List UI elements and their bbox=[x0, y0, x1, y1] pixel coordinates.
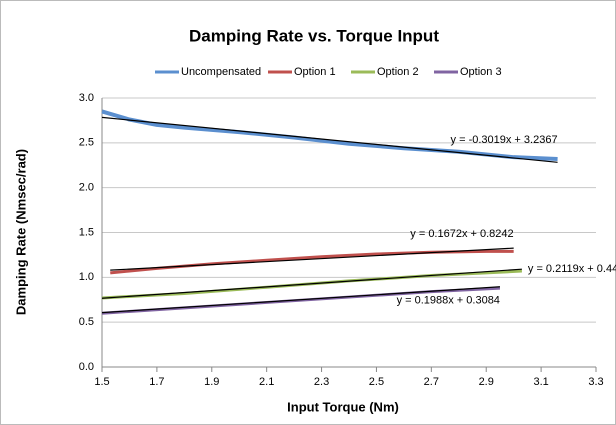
x-tick-label: 2.3 bbox=[314, 376, 329, 388]
trendline bbox=[101, 286, 500, 314]
x-tick-label: 2.9 bbox=[479, 376, 494, 388]
trendline-equation: y = -0.3019x + 3.2367 bbox=[451, 134, 558, 146]
x-tick-label: 1.5 bbox=[94, 376, 109, 388]
y-tick-label: 0.0 bbox=[79, 361, 94, 373]
y-tick-label: 2.0 bbox=[79, 182, 94, 194]
y-axis-label: Damping Rate (Nmsec/rad) bbox=[13, 149, 28, 315]
y-tick-label: 0.5 bbox=[79, 316, 94, 328]
legend-label: Option 1 bbox=[294, 66, 336, 78]
y-tick-label: 1.0 bbox=[79, 271, 94, 283]
x-tick-label: 2.5 bbox=[369, 376, 384, 388]
trendline-equation: y = 0.2119x + 0.449 bbox=[528, 263, 616, 275]
trendline-equation: y = 0.1988x + 0.3084 bbox=[397, 295, 500, 307]
series-line bbox=[101, 109, 558, 161]
x-tick-label: 2.1 bbox=[259, 376, 274, 388]
chart-title: Damping Rate vs. Torque Input bbox=[189, 26, 439, 45]
x-tick-label: 3.1 bbox=[533, 376, 548, 388]
x-tick-label: 2.7 bbox=[424, 376, 439, 388]
y-tick-label: 3.0 bbox=[79, 92, 94, 104]
legend-label: Option 2 bbox=[377, 66, 419, 78]
x-tick-label: 1.9 bbox=[204, 376, 219, 388]
legend-label: Option 3 bbox=[460, 66, 502, 78]
trendline-equation: y = 0.1672x + 0.8242 bbox=[410, 228, 513, 240]
y-tick-label: 2.5 bbox=[79, 137, 94, 149]
trendline bbox=[101, 268, 522, 299]
x-axis-label: Input Torque (Nm) bbox=[287, 399, 399, 414]
legend-label: Uncompensated bbox=[181, 66, 261, 78]
x-tick-label: 1.7 bbox=[149, 376, 164, 388]
x-tick-label: 3.3 bbox=[588, 376, 603, 388]
trendline bbox=[101, 116, 558, 163]
y-tick-label: 1.5 bbox=[79, 226, 94, 238]
trendline bbox=[110, 247, 514, 271]
